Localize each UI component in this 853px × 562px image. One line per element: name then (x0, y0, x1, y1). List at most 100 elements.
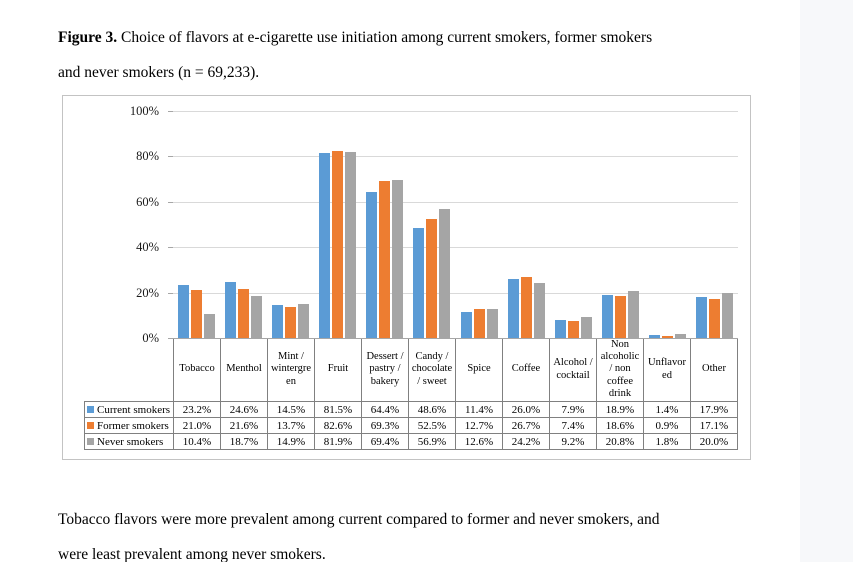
bar (721, 292, 733, 338)
bar (251, 295, 263, 338)
bar-group (597, 111, 644, 338)
plot-row: 100% 80% 60% 40% 20% 0% (63, 104, 750, 345)
value-cell: 1.4% (643, 401, 691, 418)
value-cell: 52.5% (408, 417, 456, 434)
gridline (173, 156, 738, 158)
category-header-cell: Spice (455, 338, 503, 402)
legend-swatch-icon (87, 437, 94, 445)
y-axis-tick-mark (168, 201, 173, 203)
figure-caption: Figure 3. Choice of flavors at e-cigaret… (58, 20, 652, 90)
y-axis-tick-label: 20% (136, 285, 159, 300)
bar-group (220, 111, 267, 338)
bar (695, 297, 707, 338)
value-cell: 20.0% (690, 433, 738, 450)
value-cell: 26.0% (502, 401, 550, 418)
y-axis: 100% 80% 60% 40% 20% 0% (63, 104, 173, 345)
value-cell: 18.6% (596, 417, 644, 434)
value-cell: 20.8% (596, 433, 644, 450)
y-axis-tick-label: 0% (142, 331, 159, 345)
category-header-cell: Fruit (314, 338, 362, 402)
category-header-cell: Coffee (502, 338, 550, 402)
x-axis-line (173, 338, 738, 339)
bar-group (408, 111, 455, 338)
value-cell: 12.6% (455, 433, 503, 450)
bar (627, 290, 639, 338)
bar (225, 282, 237, 338)
bar (204, 314, 216, 338)
bar-group (361, 111, 408, 338)
bar (473, 309, 485, 338)
value-cell: 24.6% (220, 401, 268, 418)
value-cell: 81.5% (314, 401, 362, 418)
bar-group (644, 111, 691, 338)
bar (413, 227, 425, 338)
bar (708, 299, 720, 338)
y-axis-tick-mark (168, 292, 173, 294)
legend-swatch-icon (87, 405, 94, 413)
bar-group (314, 111, 361, 338)
bar (345, 152, 357, 338)
value-cell: 7.4% (549, 417, 597, 434)
category-header-cell: Menthol (220, 338, 268, 402)
legend-cell: Never smokers (84, 433, 174, 450)
bar-group (550, 111, 597, 338)
value-cell: 17.1% (690, 417, 738, 434)
bar (520, 277, 532, 338)
bar (614, 295, 626, 338)
value-cell: 14.5% (267, 401, 315, 418)
bar (392, 180, 404, 338)
value-cell: 21.0% (173, 417, 221, 434)
bar (191, 290, 203, 338)
bar (319, 153, 331, 338)
bar (238, 288, 250, 338)
value-cell: 81.9% (314, 433, 362, 450)
category-header-cell: Mint / wintergreen (267, 338, 315, 402)
category-header-cell: Candy / chocolate / sweet (408, 338, 456, 402)
category-header-cell: Tobacco (173, 338, 221, 402)
y-axis-tick-label: 80% (136, 149, 159, 164)
table-row: Current smokers 23.2% 24.6% 14.5% 81.5% 64.4%… (84, 401, 738, 418)
bar (285, 306, 297, 338)
y-axis-tick-mark (168, 247, 173, 249)
bar (379, 180, 391, 338)
gridline (173, 247, 738, 249)
bar (601, 295, 613, 338)
y-axis-tick-mark (168, 111, 173, 112)
value-cell: 18.9% (596, 401, 644, 418)
y-axis-tick-label: 60% (136, 194, 159, 209)
bar-group (455, 111, 502, 338)
bar (332, 150, 344, 338)
figure-note-line2: were least prevalent among never smokers… (58, 545, 326, 562)
figure-caption-label: Figure 3. (58, 28, 118, 46)
bar (426, 218, 438, 338)
bar (486, 309, 498, 338)
bar-groups (173, 111, 738, 338)
value-cell: 69.4% (361, 433, 409, 450)
bar (554, 320, 566, 338)
bar-group (691, 111, 738, 338)
value-cell: 0.9% (643, 417, 691, 434)
gridline (173, 201, 738, 203)
figure-caption-line1: Choice of flavors at e-cigarette use ini… (121, 28, 653, 46)
bar (178, 285, 190, 338)
value-cell: 82.6% (314, 417, 362, 434)
category-header-cell: Other (690, 338, 738, 402)
bar-group (267, 111, 314, 338)
bar (439, 208, 451, 338)
y-axis-tick-label: 40% (136, 240, 159, 255)
figure-caption-line2: and never smokers (n = 69,233). (58, 63, 260, 81)
figure-note-line1: Tobacco flavors were more prevalent amon… (58, 510, 660, 528)
bar (533, 283, 545, 338)
legend-cell: Former smokers (84, 417, 174, 434)
value-cell: 48.6% (408, 401, 456, 418)
plot-area (168, 111, 738, 339)
category-header-cell: Alcohol / cocktail (549, 338, 597, 402)
value-cell: 64.4% (361, 401, 409, 418)
bar (366, 191, 378, 338)
value-cell: 11.4% (455, 401, 503, 418)
bar-group (503, 111, 550, 338)
bar (674, 333, 686, 338)
bar (661, 335, 673, 338)
value-cell: 18.7% (220, 433, 268, 450)
y-axis-tick-mark (168, 338, 173, 339)
